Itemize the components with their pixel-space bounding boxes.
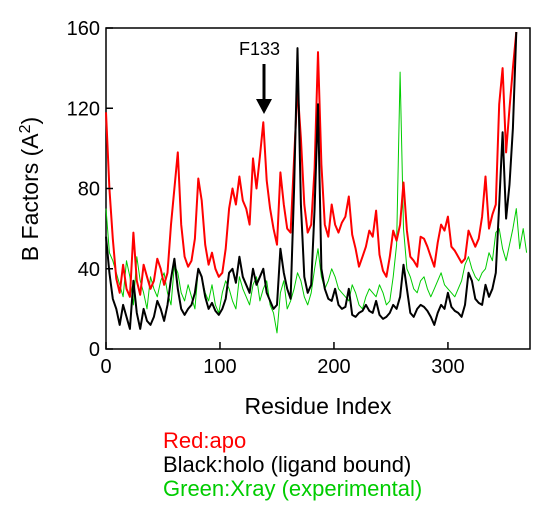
x-tick-label: 200 xyxy=(317,356,350,378)
x-axis-title: Residue Index xyxy=(244,393,392,419)
y-axis-title-main: B Factors (A xyxy=(17,133,43,261)
legend-entry-xray: Green:Xray (experimental) xyxy=(163,476,423,501)
annotation-label: F133 xyxy=(239,39,280,59)
f133-annotation: F133 xyxy=(239,39,280,114)
legend-entry-holo: Black:holo (ligand bound) xyxy=(163,452,412,477)
b-factor-chart: 0 100 200 300 0 40 80 120 160 F133 Residue Index… xyxy=(17,18,531,419)
y-tick-label: 160 xyxy=(67,18,100,40)
x-tick-label: 100 xyxy=(203,356,236,378)
series-layer xyxy=(105,31,528,334)
y-tick-label: 120 xyxy=(67,98,100,120)
legend: Red:apo Black:holo (ligand bound) Green:… xyxy=(163,429,422,501)
y-axis-title: B Factors (A2) xyxy=(17,117,43,261)
y-tick-label: 0 xyxy=(89,339,100,361)
x-tick-label: 300 xyxy=(431,356,464,378)
x-tick-label: 0 xyxy=(100,356,111,378)
y-axis-title-sup: 2 xyxy=(17,124,34,133)
tick-layer: 0 100 200 300 0 40 80 120 160 xyxy=(67,18,465,378)
y-tick-label: 40 xyxy=(78,259,100,281)
annotation-arrow-head xyxy=(256,99,272,114)
legend-entry-apo: Red:apo xyxy=(163,428,247,453)
y-tick-label: 80 xyxy=(78,179,100,201)
series-line-1 xyxy=(105,31,518,330)
series-line-0 xyxy=(105,31,518,298)
y-axis-title-close: ) xyxy=(17,117,43,125)
